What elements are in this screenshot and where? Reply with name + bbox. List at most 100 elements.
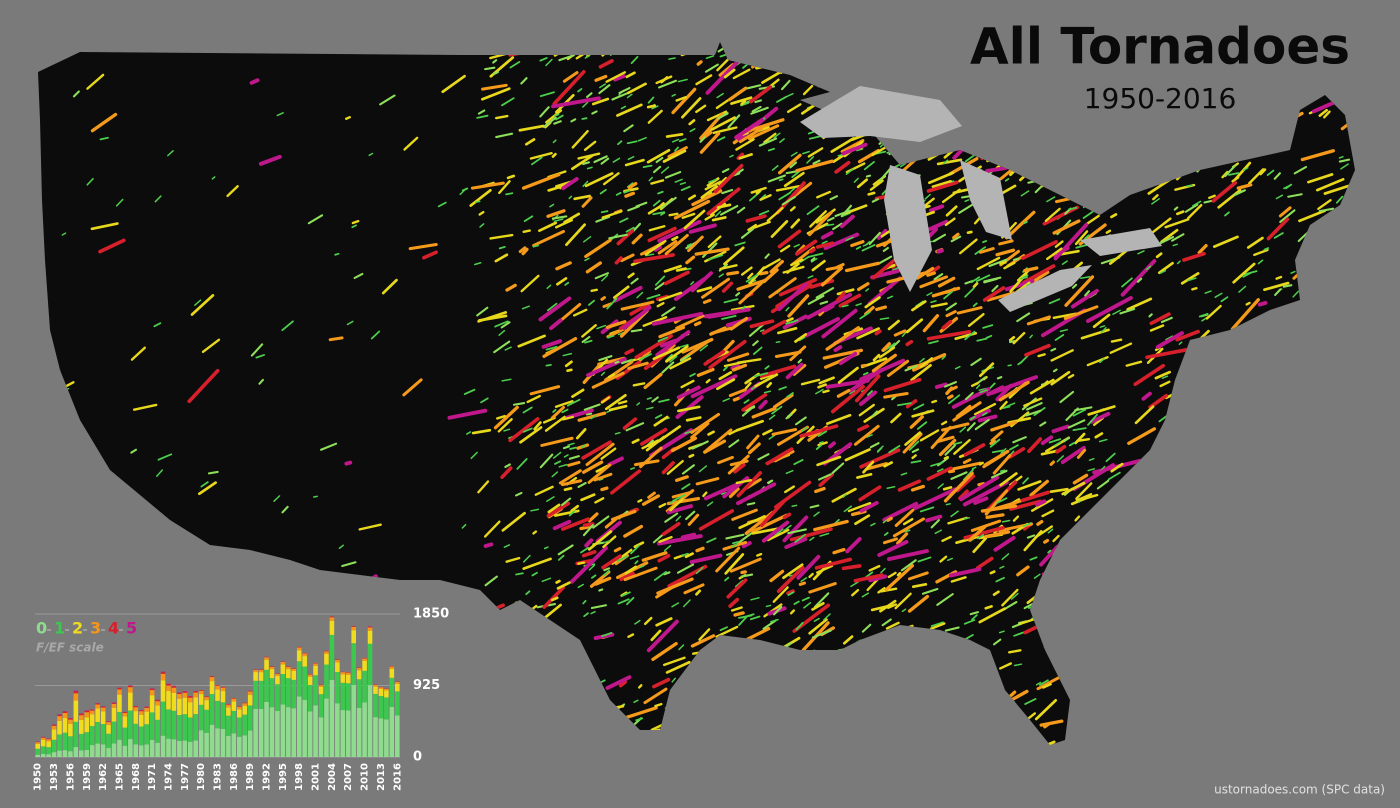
- bar-segment: [280, 673, 286, 705]
- track: [861, 623, 872, 633]
- track: [812, 159, 821, 165]
- track: [761, 319, 787, 335]
- track: [716, 203, 732, 209]
- bar-segment: [62, 750, 68, 757]
- bar-segment: [155, 742, 160, 757]
- track: [586, 166, 593, 170]
- track: [1214, 292, 1223, 298]
- bar-segment: [68, 719, 73, 724]
- track: [570, 118, 577, 123]
- track: [561, 177, 579, 191]
- track: [870, 522, 876, 527]
- track: [1050, 370, 1071, 386]
- track: [645, 406, 654, 410]
- bar-segment: [193, 740, 198, 757]
- legend-entry: 5: [126, 619, 137, 638]
- bar-segment: [40, 753, 46, 757]
- track: [207, 470, 219, 475]
- track: [778, 178, 784, 182]
- track: [663, 571, 671, 576]
- x-tick-label: 2007: [343, 763, 354, 791]
- track: [558, 463, 568, 468]
- track: [645, 253, 655, 257]
- track: [835, 291, 846, 302]
- track: [690, 281, 695, 286]
- track: [64, 381, 75, 388]
- track: [1022, 264, 1056, 285]
- bar-segment: [296, 696, 302, 757]
- track: [1145, 265, 1152, 271]
- track: [478, 314, 508, 322]
- track: [807, 275, 814, 279]
- track: [1156, 235, 1175, 246]
- track: [741, 305, 746, 310]
- bar-segment: [302, 699, 307, 757]
- track: [700, 277, 730, 299]
- track: [950, 471, 968, 480]
- track: [580, 444, 587, 449]
- bar-segment: [155, 705, 160, 720]
- track: [579, 525, 591, 531]
- track: [1230, 298, 1260, 331]
- track: [1133, 363, 1165, 387]
- track: [821, 308, 858, 339]
- track: [985, 166, 1008, 173]
- track: [1008, 340, 1016, 344]
- track: [726, 352, 750, 362]
- track: [115, 198, 124, 207]
- track: [704, 63, 719, 73]
- bar-segment: [269, 669, 275, 679]
- track: [811, 259, 826, 272]
- track: [658, 325, 686, 339]
- bar-segment: [384, 719, 389, 757]
- track: [989, 570, 996, 575]
- track: [897, 479, 921, 492]
- track: [910, 484, 925, 492]
- track: [657, 219, 702, 243]
- track: [845, 236, 854, 242]
- track: [665, 132, 684, 138]
- bar-segment: [95, 721, 100, 744]
- track: [787, 591, 795, 596]
- track: [281, 320, 294, 332]
- track: [1236, 183, 1253, 190]
- track: [671, 677, 677, 683]
- track: [728, 487, 740, 499]
- track: [694, 247, 730, 256]
- track: [762, 428, 773, 436]
- track: [1024, 343, 1051, 357]
- track: [871, 410, 879, 418]
- track: [808, 582, 837, 594]
- track: [820, 266, 843, 287]
- track: [924, 193, 931, 200]
- track: [727, 454, 750, 475]
- track: [604, 393, 627, 411]
- track: [882, 537, 898, 545]
- track: [929, 622, 946, 630]
- track: [654, 702, 663, 708]
- track: [632, 382, 646, 387]
- track: [422, 250, 438, 260]
- track: [944, 444, 956, 456]
- bar-segment: [133, 711, 139, 724]
- bar-segment: [138, 745, 144, 757]
- bar-segment: [111, 707, 117, 722]
- track: [770, 220, 789, 238]
- bar-segment: [35, 754, 41, 757]
- track: [740, 573, 754, 578]
- track: [932, 233, 947, 243]
- track: [1001, 588, 1019, 607]
- track: [642, 315, 668, 327]
- track: [970, 381, 979, 388]
- track: [600, 447, 617, 460]
- track: [807, 130, 815, 135]
- track: [627, 633, 635, 638]
- track: [790, 151, 798, 157]
- track: [982, 412, 988, 417]
- track: [1263, 247, 1270, 251]
- bar-segment: [264, 657, 269, 660]
- track: [813, 519, 849, 532]
- track: [1061, 260, 1068, 265]
- track: [1017, 480, 1042, 491]
- bar-segment: [171, 692, 177, 711]
